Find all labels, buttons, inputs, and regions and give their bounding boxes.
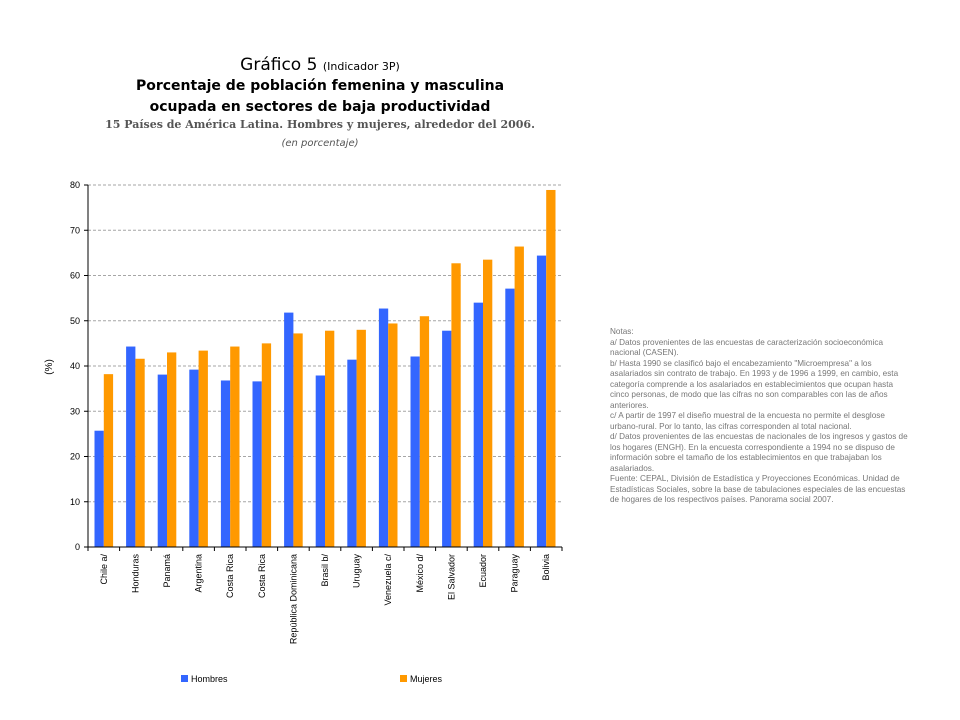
- notes-heading: Notas:: [610, 327, 634, 336]
- bar-hombres: [378, 308, 389, 547]
- x-tick-label: Bolivia: [541, 554, 551, 581]
- chart-title-indicator: (Indicador 3P): [322, 60, 400, 73]
- bar-mujeres: [230, 346, 240, 547]
- bar-mujeres: [514, 246, 524, 548]
- bar-mujeres: [135, 358, 145, 547]
- bar-hombres: [126, 346, 136, 547]
- x-tick-label: Ecuador: [478, 554, 488, 588]
- chart-title-line-2: ocupada en sectores de baja productivida…: [149, 99, 491, 115]
- bar-hombres: [284, 312, 294, 547]
- y-tick-label: 10: [70, 497, 80, 507]
- bar-mujeres: [198, 350, 208, 547]
- note-a: a/ Datos provenientes de las encuestas d…: [610, 337, 884, 358]
- legend-label-hombres: Hombres: [191, 674, 228, 684]
- chart-title-main: Gráfico 5: [240, 55, 318, 75]
- chart-title-line-1: Porcentaje de población femenina y mascu…: [135, 78, 505, 94]
- y-tick-label: 40: [70, 361, 80, 371]
- bar-mujeres: [483, 259, 493, 547]
- x-tick-label: Honduras: [130, 554, 140, 594]
- y-tick-label: 80: [70, 180, 80, 190]
- x-tick-label: Venezuela c/: [383, 554, 393, 606]
- bar-hombres: [473, 302, 483, 547]
- bar-mujeres: [419, 316, 430, 547]
- bar-mujeres: [451, 263, 461, 547]
- x-tick-label: Brasil b/: [320, 554, 330, 587]
- bar-hombres: [536, 255, 547, 547]
- y-tick-label: 70: [70, 225, 80, 235]
- legend-swatch-hombres: [181, 675, 188, 682]
- bar-mujeres: [356, 329, 366, 547]
- y-axis-label: (%): [44, 359, 55, 375]
- chart-unit-note: (en porcentaje): [281, 138, 359, 149]
- bar-hombres: [189, 369, 199, 547]
- legend-label-mujeres: Mujeres: [410, 674, 443, 684]
- bar-hombres: [442, 330, 452, 547]
- x-tick-label: Uruguay: [352, 554, 362, 589]
- note-d: d/ Datos provenientes de las encuestas d…: [610, 432, 908, 473]
- x-tick-label: Paraguay: [510, 554, 520, 593]
- bar-mujeres: [261, 343, 272, 547]
- bar-hombres: [252, 381, 262, 547]
- bar-mujeres: [325, 330, 335, 547]
- x-tick-label: Chile a/: [99, 554, 109, 585]
- notes-block: Notas: a/ Datos provenientes de las encu…: [610, 327, 910, 506]
- chart-title-block: Gráfico 5 (Indicador 3P) Porcentaje de p…: [60, 55, 580, 149]
- bar-mujeres: [546, 189, 556, 548]
- bar-mujeres: [167, 352, 177, 547]
- bar-hombres: [157, 374, 167, 547]
- legend-swatch-mujeres: [400, 675, 407, 682]
- y-tick-label: 60: [70, 271, 80, 281]
- x-tick-label: República Dominicana: [288, 554, 298, 644]
- y-tick-label: 0: [75, 542, 80, 552]
- note-b: b/ Hasta 1990 se clasificó bajo el encab…: [610, 358, 899, 410]
- chart-title: Gráfico 5 (Indicador 3P): [60, 55, 580, 75]
- y-tick-label: 20: [70, 452, 80, 462]
- note-source: Fuente: CEPAL, División de Estadística y…: [610, 474, 906, 504]
- bar-hombres: [315, 375, 325, 547]
- x-tick-label: El Salvador: [446, 554, 456, 600]
- bar-hombres: [220, 380, 231, 547]
- bar-hombres: [410, 356, 420, 547]
- bar-hombres: [505, 288, 515, 547]
- y-tick-label: 30: [70, 406, 80, 416]
- y-tick-label: 50: [70, 316, 80, 326]
- x-tick-label: Panamá: [162, 554, 172, 588]
- bar-mujeres: [103, 374, 114, 547]
- bar-mujeres: [293, 333, 303, 547]
- x-tick-label: Argentina: [194, 554, 204, 593]
- x-tick-label: México d/: [415, 554, 425, 593]
- x-tick-label: Costa Rica: [257, 554, 267, 598]
- bar-hombres: [347, 359, 357, 547]
- bar-mujeres: [388, 323, 398, 547]
- chart-subtitle: 15 Países de América Latina. Hombres y m…: [105, 118, 535, 131]
- bar-hombres: [94, 430, 104, 547]
- note-c: c/ A partir de 1997 el diseño muestral d…: [610, 411, 885, 431]
- x-tick-label: Costa Rica: [225, 554, 235, 598]
